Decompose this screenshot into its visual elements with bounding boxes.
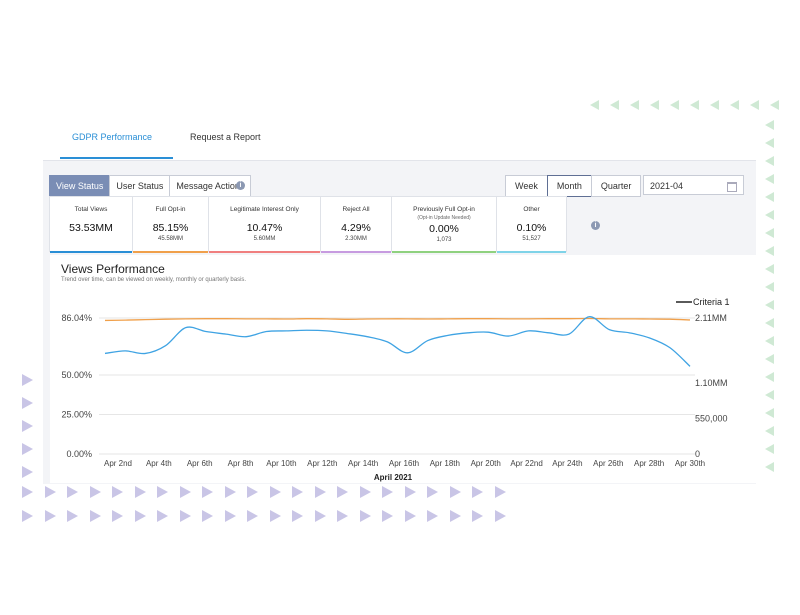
y-left-tick-label: 25.00%: [61, 409, 92, 419]
y-right-tick-label: 550,000: [695, 414, 728, 424]
kpi-color-bar: [133, 251, 208, 253]
kpi-value: 0.10%: [516, 222, 547, 234]
x-tick-label: Apr 10th: [266, 459, 296, 468]
quarter-button[interactable]: Quarter: [590, 175, 642, 197]
kpi-count: 5.60MM: [253, 236, 276, 242]
kpi-label: Total Views: [74, 206, 108, 213]
kpi-color-bar: [497, 251, 566, 253]
kpi-color-bar: [392, 251, 496, 253]
kpi-color-bar: [321, 251, 391, 253]
kpi-value: 4.29%: [341, 222, 371, 234]
kpi-count: 51,527: [522, 236, 541, 242]
x-tick-label: Apr 30th: [675, 459, 705, 468]
month-picker-value: 2021-04: [650, 181, 684, 191]
kpi-other[interactable]: Other 0.10% 51,527: [496, 196, 567, 253]
kpi-label: Legitimate Interest Only: [230, 206, 299, 213]
chart-subtitle: Trend over time, can be viewed on weekly…: [61, 277, 247, 283]
kpi-color-bar: [50, 251, 132, 253]
x-tick-label: Apr 18th: [430, 459, 460, 468]
y-left-tick-label: 86.04%: [61, 313, 92, 323]
calendar-icon[interactable]: [727, 182, 737, 192]
kpi-label: Other: [523, 206, 540, 213]
x-tick-label: Apr 14th: [348, 459, 378, 468]
kpi-label: Reject All: [342, 206, 370, 213]
kpi-value: 85.15%: [152, 222, 189, 234]
x-axis-label: April 2021: [374, 473, 413, 482]
tab-gdpr-performance[interactable]: GDPR Performance: [72, 132, 153, 142]
info-icon[interactable]: i: [236, 181, 245, 190]
kpi-value: 10.47%: [246, 222, 283, 234]
kpi-total-views[interactable]: Total Views 53.53MM: [49, 196, 133, 253]
kpi-count: 2.30MM: [345, 236, 367, 242]
kpi-value: 0.00%: [429, 223, 459, 235]
chart-title: Views Performance: [61, 262, 165, 276]
kpi-label: Full Opt-in: [155, 206, 186, 213]
x-tick-label: Apr 8th: [228, 459, 254, 468]
kpi-count: 1,073: [436, 237, 452, 243]
kpi-reject-all[interactable]: Reject All 4.29% 2.30MM: [320, 196, 392, 253]
kpi-count: 45.58MM: [157, 236, 183, 242]
y-left-tick-label: 50.00%: [61, 370, 92, 380]
x-tick-label: Apr 6th: [187, 459, 213, 468]
y-right-tick-label: 2.11MM: [695, 313, 727, 323]
x-tick-label: Apr 22nd: [510, 459, 542, 468]
x-tick-label: Apr 24th: [552, 459, 582, 468]
x-tick-label: Apr 2nd: [104, 459, 132, 468]
series-line-2: [104, 316, 691, 367]
kpi-full-opt-in[interactable]: Full Opt-in 85.15% 45.58MM: [132, 196, 209, 253]
x-tick-label: Apr 28th: [634, 459, 664, 468]
y-right-tick-label: 0: [695, 449, 700, 459]
status-segmented-control: View Status User Status Message Actions: [49, 175, 252, 197]
x-tick-label: Apr 20th: [471, 459, 501, 468]
kpi-sublabel: (Opt-in Update Needed): [417, 215, 471, 221]
tab-request-report[interactable]: Request a Report: [190, 132, 261, 142]
chart-card: [50, 255, 756, 483]
x-tick-label: Apr 4th: [146, 459, 172, 468]
kpi-info-icon[interactable]: i: [591, 221, 600, 230]
kpi-previously-full-opt-in[interactable]: Previously Full Opt-in (Opt-in Update Ne…: [391, 196, 497, 253]
x-tick-label: Apr 16th: [389, 459, 419, 468]
active-tab-indicator: [60, 157, 173, 159]
x-tick-label: Apr 12th: [307, 459, 337, 468]
legend-label: Criteria 1: [693, 297, 730, 307]
kpi-value: 53.53MM: [69, 222, 113, 234]
kpi-label: Previously Full Opt-in: [413, 206, 475, 213]
kpi-color-bar: [209, 251, 320, 253]
kpi-legitimate-interest[interactable]: Legitimate Interest Only 10.47% 5.60MM: [208, 196, 321, 253]
series-line-1: [104, 317, 691, 322]
y-left-tick-label: 0.00%: [66, 449, 92, 459]
x-tick-label: Apr 26th: [593, 459, 623, 468]
month-button[interactable]: Month: [546, 175, 592, 197]
kpi-row: Total Views 53.53MM Full Opt-in 85.15% 4…: [49, 196, 567, 254]
y-right-tick-label: 1.10MM: [695, 378, 728, 388]
month-picker-input[interactable]: 2021-04: [643, 175, 744, 195]
